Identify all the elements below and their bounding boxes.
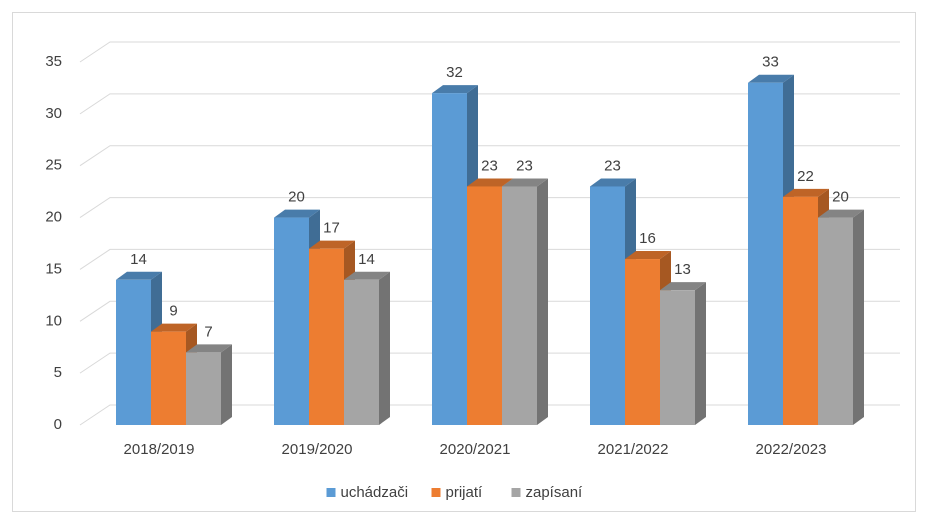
bar-top bbox=[660, 282, 706, 291]
bar-top bbox=[116, 271, 162, 280]
y-tick-label: 15 bbox=[45, 260, 62, 277]
bar-top bbox=[432, 85, 478, 94]
bar-top bbox=[783, 188, 829, 197]
bar bbox=[344, 279, 379, 425]
bar-top bbox=[590, 178, 636, 187]
y-tick-label: 20 bbox=[45, 209, 62, 226]
legend-swatch bbox=[326, 488, 336, 497]
data-label: 20 bbox=[288, 189, 305, 206]
bar bbox=[151, 331, 186, 425]
grid-line bbox=[79, 197, 900, 218]
bar-top bbox=[818, 209, 864, 218]
grid-line bbox=[79, 145, 900, 167]
data-label: 14 bbox=[130, 251, 147, 268]
legend-label: prijatí bbox=[446, 484, 484, 501]
bar-side bbox=[379, 271, 390, 425]
bar-side bbox=[221, 344, 232, 425]
bar-top bbox=[274, 209, 320, 218]
data-label: 23 bbox=[516, 157, 533, 174]
grid-line bbox=[79, 41, 900, 63]
y-tick-label: 10 bbox=[45, 312, 62, 329]
data-label: 13 bbox=[674, 261, 691, 278]
x-tick-label: 2020/2021 bbox=[440, 441, 511, 458]
bar-side bbox=[695, 282, 706, 425]
y-tick-label: 30 bbox=[45, 105, 62, 122]
data-label: 9 bbox=[169, 303, 177, 320]
bar bbox=[467, 186, 502, 425]
data-label: 32 bbox=[446, 64, 463, 81]
legend-label: uchádzači bbox=[341, 484, 409, 501]
bar bbox=[274, 217, 309, 425]
legend-label: zapísaní bbox=[526, 484, 584, 501]
x-tick-label: 2019/2020 bbox=[282, 441, 353, 458]
legend-swatch bbox=[511, 488, 521, 497]
data-label: 16 bbox=[639, 230, 656, 247]
bar bbox=[818, 217, 853, 425]
y-tick-label: 0 bbox=[54, 416, 62, 433]
bar bbox=[116, 279, 151, 425]
bar bbox=[432, 93, 467, 425]
bar-side bbox=[537, 178, 548, 425]
bar bbox=[783, 196, 818, 425]
data-label: 14 bbox=[358, 251, 375, 268]
data-label: 7 bbox=[204, 323, 212, 340]
bar bbox=[309, 248, 344, 425]
y-tick-label: 5 bbox=[54, 364, 62, 381]
bar-top bbox=[151, 323, 197, 332]
grid-line bbox=[79, 93, 900, 115]
data-label: 17 bbox=[323, 220, 340, 237]
data-label: 23 bbox=[604, 157, 621, 174]
y-tick-label: 25 bbox=[45, 157, 62, 174]
bar bbox=[186, 352, 221, 425]
bar bbox=[590, 186, 625, 425]
bar bbox=[625, 259, 660, 425]
bar-top bbox=[467, 178, 513, 187]
bar-top bbox=[502, 178, 548, 187]
legend-swatch bbox=[431, 488, 441, 497]
y-tick-label: 35 bbox=[45, 53, 62, 70]
x-tick-label: 2022/2023 bbox=[756, 441, 827, 458]
bar-top bbox=[625, 251, 671, 260]
bar bbox=[660, 290, 695, 425]
bar-side bbox=[853, 209, 864, 425]
bar bbox=[748, 82, 783, 425]
bar-top bbox=[344, 271, 390, 280]
bar-top bbox=[186, 344, 232, 353]
x-tick-label: 2021/2022 bbox=[598, 441, 669, 458]
x-tick-label: 2018/2019 bbox=[124, 441, 195, 458]
grid-line bbox=[79, 248, 900, 270]
data-label: 33 bbox=[762, 54, 779, 71]
bar bbox=[502, 186, 537, 425]
bar-top bbox=[309, 240, 355, 249]
data-label: 23 bbox=[481, 157, 498, 174]
data-label: 20 bbox=[832, 189, 849, 206]
bar-top bbox=[748, 74, 794, 83]
data-label: 22 bbox=[797, 168, 814, 185]
